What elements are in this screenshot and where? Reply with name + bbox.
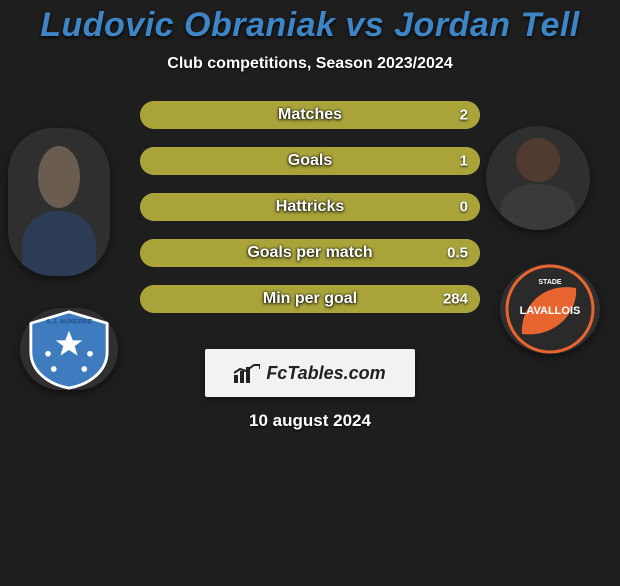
player1-club-logo: A.J. AUXERRE xyxy=(20,308,118,390)
club-label-main: LAVALLOIS xyxy=(520,305,581,317)
stat-bar-right-value: 0.5 xyxy=(447,245,468,262)
shield-icon: A.J. AUXERRE xyxy=(20,308,118,390)
club-label: STADE xyxy=(538,279,562,286)
stat-bar-right-value: 284 xyxy=(443,291,468,308)
title-vs: vs xyxy=(345,6,384,44)
stat-bar: Min per goal 284 xyxy=(140,285,480,313)
title-player2: Jordan Tell xyxy=(394,6,580,44)
stat-bar-label: Min per goal xyxy=(263,290,357,308)
stat-bars: Matches 2 Goals 1 Hattricks 0 Goals per match 0… xyxy=(140,101,480,313)
silhouette-head xyxy=(38,146,81,208)
stat-bar-label: Goals per match xyxy=(247,244,372,262)
player2-avatar xyxy=(486,126,590,230)
player1-avatar xyxy=(8,128,110,276)
stat-bar: Hattricks 0 xyxy=(140,193,480,221)
stat-bar: Goals 1 xyxy=(140,147,480,175)
subtitle: Club competitions, Season 2023/2024 xyxy=(0,55,620,73)
stat-bar: Goals per match 0.5 xyxy=(140,239,480,267)
club-label: A.J. AUXERRE xyxy=(46,318,93,325)
bar-chart-icon xyxy=(234,363,260,383)
brand-text: FcTables.com xyxy=(266,363,385,384)
player2-club-logo: STADE LAVALLOIS xyxy=(500,264,600,354)
stat-bar-label: Goals xyxy=(288,152,332,170)
stat-bar-label: Hattricks xyxy=(276,198,344,216)
silhouette-body xyxy=(22,211,95,276)
stat-bar-right-value: 2 xyxy=(460,107,468,124)
club-roundel-icon: STADE LAVALLOIS xyxy=(500,264,600,354)
title-player1: Ludovic Obraniak xyxy=(40,6,335,44)
stat-bar-right-value: 1 xyxy=(460,153,468,170)
page-title: Ludovic Obraniak vs Jordan Tell xyxy=(0,6,620,45)
silhouette-head xyxy=(516,138,560,182)
stat-bar: Matches 2 xyxy=(140,101,480,129)
page-date: 10 august 2024 xyxy=(0,411,620,431)
brand-box: FcTables.com xyxy=(205,349,415,397)
stat-bar-label: Matches xyxy=(278,106,342,124)
silhouette-body xyxy=(501,184,576,230)
stat-bar-right-value: 0 xyxy=(460,199,468,216)
